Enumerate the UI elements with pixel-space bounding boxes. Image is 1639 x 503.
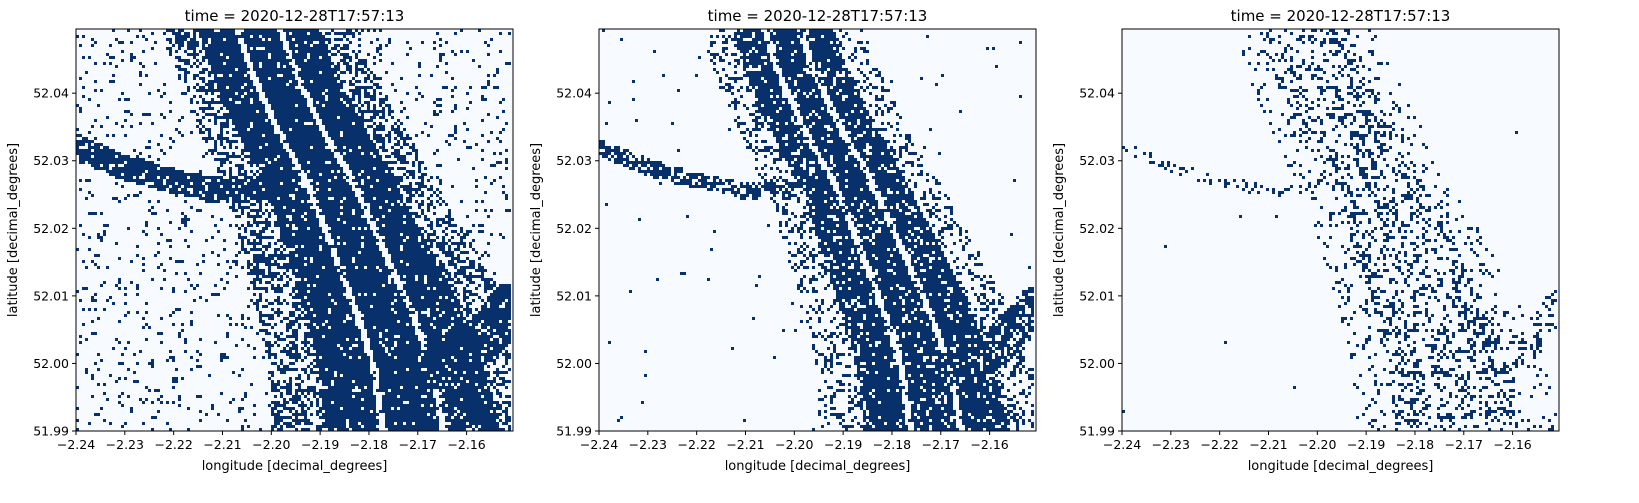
water-pixels (1122, 29, 1557, 431)
x-tick-label: −2.19 (824, 437, 862, 452)
y-tick-label: 52.03 (1079, 153, 1115, 168)
y-tick-label: 52.02 (1079, 221, 1115, 236)
y-tick-label: 52.03 (33, 153, 69, 168)
x-tick-label: −2.19 (1347, 437, 1385, 452)
x-tick-label: −2.20 (775, 437, 813, 452)
y-tick-label: 51.99 (1079, 424, 1115, 439)
x-tick-label: −2.18 (350, 437, 388, 452)
x-tick-label: −2.16 (447, 437, 485, 452)
x-axis-label: longitude [decimal_degrees] (1248, 459, 1434, 474)
axes-frame (598, 28, 1037, 432)
x-tick-label: −2.21 (726, 437, 764, 452)
x-tick-label: −2.23 (106, 437, 144, 452)
water-pixels (599, 29, 1034, 431)
y-tick-label: 52.01 (1079, 288, 1115, 303)
chart-title: time = 2020-12-28T17:57:13 (185, 7, 405, 25)
water-mask (599, 29, 1034, 431)
x-axis-label: longitude [decimal_degrees] (725, 459, 911, 474)
x-tick-label: −2.22 (154, 437, 192, 452)
y-tick-label: 52.03 (556, 153, 592, 168)
water-pixels (76, 29, 511, 431)
x-tick-label: −2.24 (580, 437, 618, 452)
y-tick-label: 52.02 (33, 221, 69, 236)
x-tick-label: −2.18 (1396, 437, 1434, 452)
axes-frame (75, 28, 514, 432)
chart-panel-2: time = 2020-12-28T17:57:13 −2.24 −2.23 −2.2… (529, 7, 1037, 474)
y-tick-label: 52.01 (33, 288, 69, 303)
water-mask (76, 29, 511, 431)
y-tick-label: 52.02 (556, 221, 592, 236)
chart-panel-1: time = 2020-12-28T17:57:13 −2.24 −2.23 −2.2… (6, 7, 514, 474)
x-tick-label: −2.16 (970, 437, 1008, 452)
water-mask (1122, 29, 1557, 431)
y-axis-label: latitude [decimal_degrees] (529, 143, 544, 317)
chart-panel-3: time = 2020-12-28T17:57:13 −2.24 −2.23 −2.2… (1052, 7, 1560, 474)
y-tick-label: 52.00 (1079, 356, 1115, 371)
y-axis-label: latitude [decimal_degrees] (1052, 143, 1067, 317)
x-tick-label: −2.21 (203, 437, 241, 452)
x-tick-label: −2.23 (1152, 437, 1190, 452)
y-tick-label: 51.99 (33, 424, 69, 439)
x-tick-label: −2.16 (1493, 437, 1531, 452)
y-tick-label: 51.99 (556, 424, 592, 439)
y-tick-label: 52.01 (556, 288, 592, 303)
x-tick-label: −2.18 (873, 437, 911, 452)
y-tick-label: 52.04 (556, 86, 592, 101)
y-tick-label: 52.04 (1079, 86, 1115, 101)
x-tick-label: −2.17 (399, 437, 437, 452)
chart-title: time = 2020-12-28T17:57:13 (1231, 7, 1451, 25)
x-tick-label: −2.22 (1200, 437, 1238, 452)
x-tick-label: −2.24 (1103, 437, 1141, 452)
x-tick-label: −2.20 (1298, 437, 1336, 452)
y-tick-label: 52.04 (33, 86, 69, 101)
x-tick-label: −2.21 (1249, 437, 1287, 452)
x-tick-label: −2.19 (301, 437, 339, 452)
chart-title: time = 2020-12-28T17:57:13 (708, 7, 928, 25)
x-tick-label: −2.20 (252, 437, 290, 452)
x-tick-label: −2.17 (922, 437, 960, 452)
axes-frame (1121, 28, 1560, 432)
x-tick-label: −2.22 (677, 437, 715, 452)
y-tick-label: 52.00 (556, 356, 592, 371)
x-tick-label: −2.24 (57, 437, 95, 452)
y-axis-label: latitude [decimal_degrees] (6, 143, 21, 317)
x-tick-label: −2.23 (629, 437, 667, 452)
x-tick-label: −2.17 (1445, 437, 1483, 452)
x-axis-label: longitude [decimal_degrees] (202, 459, 388, 474)
y-tick-label: 52.00 (33, 356, 69, 371)
